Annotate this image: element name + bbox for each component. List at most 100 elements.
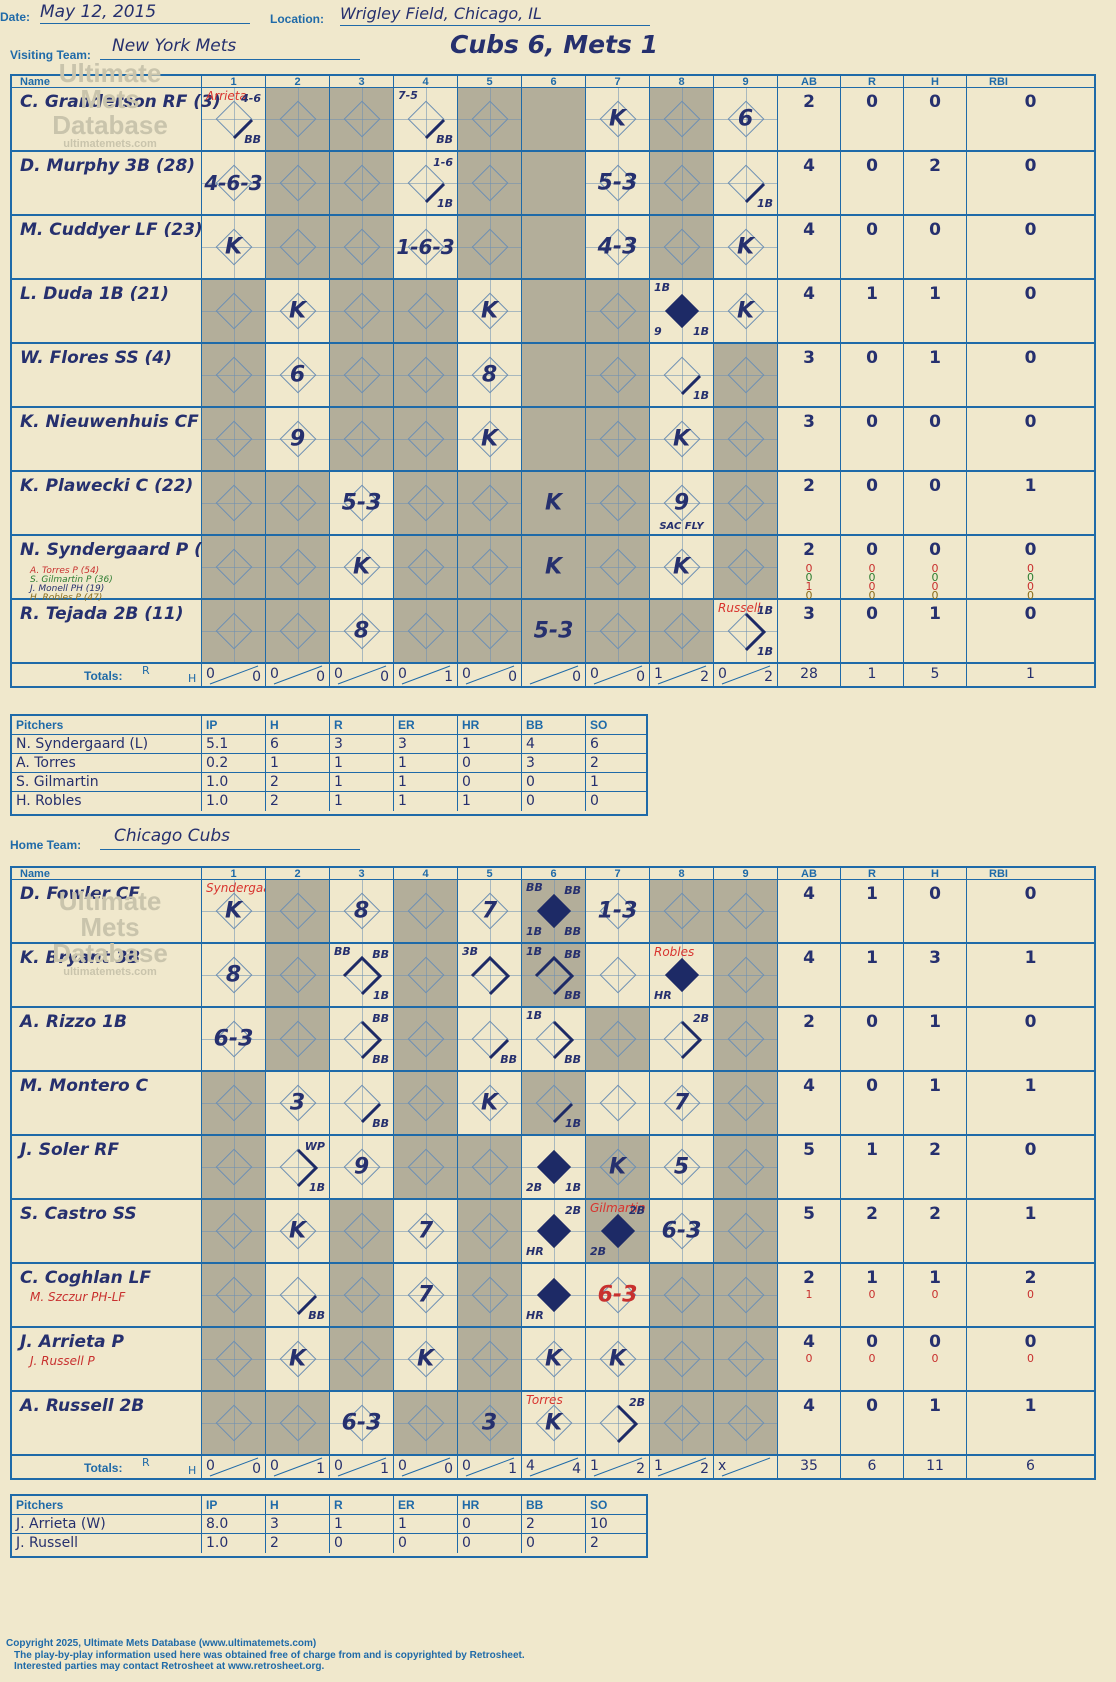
visiting-team-name: New York Mets bbox=[100, 36, 360, 60]
batter-name: A. Russell 2B bbox=[20, 1396, 145, 1416]
batter-stat-rbi: 0 bbox=[967, 408, 1094, 470]
stat-value: 0 bbox=[866, 1332, 878, 1352]
batter-stat-h: 1 bbox=[904, 1072, 967, 1134]
cell-guide bbox=[266, 375, 329, 376]
stat-value: 1 bbox=[929, 348, 941, 368]
stat-value: 0 bbox=[929, 412, 941, 432]
retrosheet-contact: Interested parties may contact Retroshee… bbox=[14, 1661, 325, 1672]
batter-name: C. Coghlan LF bbox=[20, 1268, 152, 1288]
total-divider bbox=[657, 1457, 707, 1477]
cell-guide bbox=[458, 1359, 521, 1360]
inning-cell bbox=[522, 216, 586, 278]
inning-cell: 6-3 bbox=[330, 1392, 394, 1454]
base-diamond bbox=[343, 164, 380, 202]
cell-guide bbox=[650, 439, 713, 440]
play-result: 7 bbox=[673, 1090, 690, 1116]
inning-cell: BB BB 1B bbox=[330, 944, 394, 1006]
base-diamond bbox=[471, 164, 508, 202]
play-result: 9 bbox=[673, 490, 690, 516]
base-diamond bbox=[343, 420, 380, 458]
cell-guide bbox=[458, 439, 521, 440]
play-note: 1B bbox=[372, 989, 389, 1002]
inning-cell bbox=[586, 536, 650, 598]
run-scored-diamond bbox=[536, 1150, 571, 1184]
cell-guide bbox=[394, 975, 457, 976]
substitute-stat: 0 bbox=[868, 1352, 876, 1365]
base-diamond bbox=[407, 612, 444, 650]
inning-cell bbox=[650, 1392, 714, 1454]
inning-cell bbox=[522, 344, 586, 406]
totals-row: Totals: R H 0 0 0 1 0 1 0 0 0 1 4 4 1 2 1 2 x 35 6 11 6 bbox=[10, 1456, 1096, 1480]
inning-cell bbox=[714, 408, 778, 470]
home-pitching-table: Pitchers IP H R ER HR BB SO J. Arrieta (W) 8.0 3 1 1… bbox=[10, 1494, 648, 1558]
stat-value: 3 bbox=[803, 348, 815, 368]
cell-guide bbox=[522, 1359, 585, 1360]
stat-value: 2 bbox=[803, 476, 815, 496]
inning-cell: 1B bbox=[650, 344, 714, 406]
inning-cell: 4-6-3 bbox=[202, 152, 266, 214]
batter-stat-h: 0 bbox=[904, 880, 967, 942]
base-diamond bbox=[215, 1084, 252, 1122]
inning-cell bbox=[586, 408, 650, 470]
cell-guide bbox=[650, 1167, 713, 1168]
stat-value: 0 bbox=[1024, 540, 1037, 560]
stat-value: 1 bbox=[929, 1396, 941, 1416]
inning-cell bbox=[330, 88, 394, 150]
stat-header: H bbox=[904, 76, 967, 88]
stat-value: 4 bbox=[803, 220, 815, 240]
inning-cell bbox=[202, 1136, 266, 1198]
batter-stat-r: 0 bbox=[841, 408, 904, 470]
stat-value: 1 bbox=[866, 284, 878, 304]
watermark-url: ultimatemets.com bbox=[63, 138, 157, 150]
cell-guide bbox=[714, 375, 777, 376]
cell-guide bbox=[266, 311, 329, 312]
batter-stat-rbi: 1 bbox=[967, 1392, 1094, 1454]
stat-value: 4 bbox=[803, 948, 815, 968]
batter-stat-rbi: 0 bbox=[967, 280, 1094, 342]
batter-stat-r: 2 bbox=[841, 1200, 904, 1262]
pitching-stat: 1 bbox=[394, 1515, 458, 1533]
base-diamond bbox=[407, 892, 444, 930]
cell-guide bbox=[394, 911, 457, 912]
play-note: 2B bbox=[526, 1181, 543, 1194]
cell-guide bbox=[650, 567, 713, 568]
hits-key: H bbox=[188, 1464, 197, 1477]
cell-guide bbox=[266, 567, 329, 568]
inning-cell: K bbox=[394, 1328, 458, 1390]
batter-row: C. Coghlan LF M. Szczur PH-LF BB 7 HR 6-3 2 1 1 0… bbox=[10, 1264, 1096, 1328]
pitcher-row: J. Russell 1.0 2 0 0 0 0 2 bbox=[12, 1534, 646, 1553]
stat-value: 2 bbox=[929, 1140, 941, 1160]
substitute-stat: 0 bbox=[868, 562, 876, 575]
total-divider bbox=[593, 665, 643, 685]
cell-guide bbox=[714, 439, 777, 440]
batter-stat-r: 0 bbox=[841, 1392, 904, 1454]
batter-name: N. Syndergaard P (34) bbox=[20, 540, 234, 560]
batter-stat-h: 1 bbox=[904, 1008, 967, 1070]
batter-row: J. Soler RF WP 1B 9 2B 1B K 5 5 1 2 0 bbox=[10, 1136, 1096, 1200]
cell-guide bbox=[330, 1039, 393, 1040]
total-divider bbox=[721, 665, 771, 685]
pitching-stat: 0 bbox=[394, 1534, 458, 1553]
base-diamond bbox=[407, 1404, 444, 1442]
base-diamond bbox=[727, 484, 764, 522]
run-scored-diamond bbox=[536, 1278, 571, 1312]
stat-value: 1 bbox=[1024, 476, 1037, 496]
pitching-stat: 1 bbox=[330, 754, 394, 772]
stat-value: 0 bbox=[929, 1332, 941, 1352]
inning-cell bbox=[650, 1264, 714, 1326]
base-diamond bbox=[599, 484, 636, 522]
batter-stat-ab: 3 bbox=[778, 408, 841, 470]
batter-name-cell: K. Plawecki C (22) bbox=[12, 472, 202, 534]
play-note: 1B bbox=[526, 925, 543, 938]
pitching-column-header: SO bbox=[590, 718, 608, 732]
cell-guide bbox=[586, 1359, 649, 1360]
stat-value: 0 bbox=[866, 540, 878, 560]
play-note: BB bbox=[244, 133, 261, 146]
total-divider bbox=[273, 1457, 323, 1477]
stat-value: 1 bbox=[1024, 1204, 1037, 1224]
pitching-column-header: Pitchers bbox=[12, 1496, 202, 1514]
inning-cell: K bbox=[650, 408, 714, 470]
inning-cell: 1B bbox=[714, 152, 778, 214]
cell-guide bbox=[394, 183, 457, 184]
